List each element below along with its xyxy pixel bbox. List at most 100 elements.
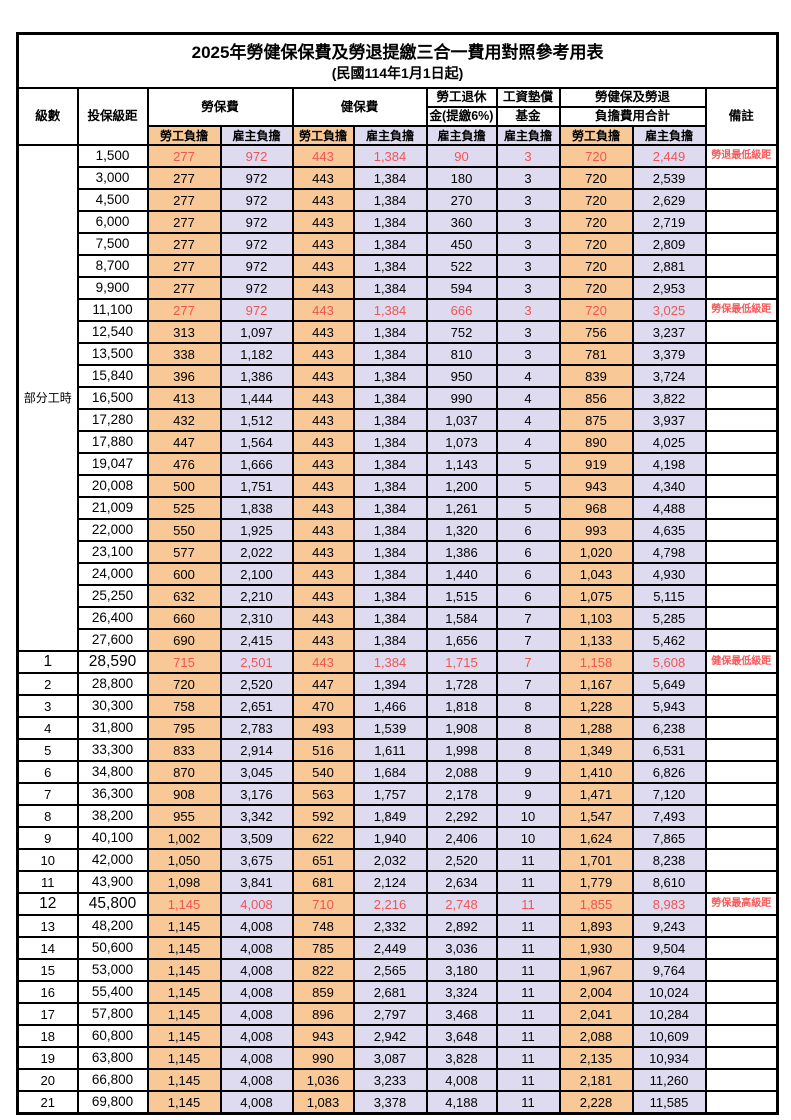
- health-ins-employer-cell: 1,384: [352, 320, 428, 344]
- pension-employer-cell: 3,324: [425, 980, 498, 1004]
- health-ins-employer-cell: 1,384: [352, 474, 428, 498]
- table-row: 6 34,800 870 3,045 540 1,684 2,088 9 1,410 6,826: [16, 760, 779, 784]
- health-ins-employer-cell: 2,797: [352, 1002, 428, 1026]
- health-ins-employee-cell: 443: [291, 650, 355, 674]
- total-employer-cell: 7,120: [631, 782, 707, 806]
- table-row: 13 48,200 1,145 4,008 748 2,332 2,892 11 1,893 9,…: [16, 914, 779, 938]
- subheader-labor-employee: 勞工負擔: [146, 125, 222, 146]
- total-employer-cell: 5,115: [631, 584, 707, 608]
- labor-ins-employer-cell: 972: [219, 166, 294, 190]
- labor-ins-employee-cell: 715: [146, 650, 222, 674]
- subheader-total-employee: 勞工負擔: [558, 125, 634, 146]
- pension-employer-cell: 90: [425, 144, 498, 168]
- bracket-cell: 17,280: [76, 408, 149, 432]
- remark-cell: [704, 1090, 779, 1115]
- labor-ins-employee-cell: 908: [146, 782, 222, 806]
- total-employee-cell: 720: [558, 166, 634, 190]
- table-row: 4,500 277 972 443 1,384 270 3 720 2,629: [18, 188, 779, 212]
- pension-employer-cell: 3,648: [425, 1024, 498, 1048]
- total-employee-cell: 720: [558, 276, 634, 300]
- health-ins-employer-cell: 1,384: [352, 232, 428, 256]
- bracket-cell: 21,009: [76, 496, 149, 520]
- col-header-total-line1: 勞健保及勞退: [558, 87, 707, 108]
- health-ins-employee-cell: 443: [291, 254, 355, 278]
- wage-fund-employer-cell: 3: [495, 276, 561, 300]
- health-ins-employee-cell: 516: [291, 738, 355, 762]
- total-employee-cell: 1,855: [558, 892, 634, 916]
- pension-employer-cell: 1,037: [425, 408, 498, 432]
- wage-fund-employer-cell: 11: [495, 1024, 561, 1048]
- health-ins-employer-cell: 1,384: [352, 496, 428, 520]
- col-header-pension-line1: 勞工退休: [425, 87, 498, 108]
- labor-ins-employer-cell: 972: [219, 144, 294, 168]
- labor-ins-employee-cell: 1,145: [146, 936, 222, 960]
- remark-cell: [704, 452, 779, 476]
- labor-ins-employee-cell: 277: [146, 210, 222, 234]
- labor-ins-employee-cell: 1,098: [146, 870, 222, 894]
- labor-ins-employer-cell: 3,509: [219, 826, 294, 850]
- health-ins-employer-cell: 2,032: [352, 848, 428, 872]
- health-ins-employer-cell: 1,384: [352, 408, 428, 432]
- bracket-cell: 23,100: [76, 540, 149, 564]
- total-employer-cell: 9,764: [631, 958, 707, 982]
- table-row: 7,500 277 972 443 1,384 450 3 720 2,809: [18, 232, 779, 256]
- total-employer-cell: 4,025: [631, 430, 707, 454]
- total-employer-cell: 4,930: [631, 562, 707, 586]
- remark-cell: [704, 826, 779, 850]
- health-ins-employer-cell: 1,849: [352, 804, 428, 828]
- labor-ins-employer-cell: 972: [219, 232, 294, 256]
- bracket-cell: 30,300: [76, 694, 149, 718]
- total-employer-cell: 3,724: [631, 364, 707, 388]
- health-ins-employer-cell: 1,384: [352, 386, 428, 410]
- total-employer-cell: 2,719: [631, 210, 707, 234]
- health-ins-employee-cell: 443: [291, 540, 355, 564]
- total-employee-cell: 756: [558, 320, 634, 344]
- health-ins-employer-cell: 1,384: [352, 210, 428, 234]
- pension-employer-cell: 1,515: [425, 584, 498, 608]
- subheader-health-employee: 勞工負擔: [291, 125, 355, 146]
- pension-employer-cell: 666: [425, 298, 498, 322]
- bracket-cell: 19,047: [76, 452, 149, 476]
- labor-ins-employer-cell: 1,666: [219, 452, 294, 476]
- wage-fund-employer-cell: 9: [495, 760, 561, 784]
- labor-ins-employer-cell: 3,342: [219, 804, 294, 828]
- bracket-cell: 25,250: [76, 584, 149, 608]
- labor-ins-employee-cell: 1,145: [146, 980, 222, 1004]
- pension-employer-cell: 1,386: [425, 540, 498, 564]
- health-ins-employee-cell: 710: [291, 892, 355, 916]
- pension-employer-cell: 4,188: [425, 1090, 498, 1115]
- bracket-cell: 11,100: [76, 298, 149, 322]
- health-ins-employer-cell: 3,378: [352, 1090, 428, 1115]
- table-row: 8 38,200 955 3,342 592 1,849 2,292 10 1,547 7,493: [16, 804, 779, 828]
- remark-cell: [704, 628, 779, 652]
- total-employee-cell: 2,041: [558, 1002, 634, 1026]
- pension-employer-cell: 180: [425, 166, 498, 190]
- health-ins-employer-cell: 1,384: [352, 650, 428, 674]
- table-row: 7 36,300 908 3,176 563 1,757 2,178 9 1,471 7,120: [16, 782, 779, 806]
- labor-ins-employee-cell: 1,050: [146, 848, 222, 872]
- table-row: 6,000 277 972 443 1,384 360 3 720 2,719: [18, 210, 779, 234]
- health-ins-employee-cell: 443: [291, 166, 355, 190]
- wage-fund-employer-cell: 3: [495, 254, 561, 278]
- health-ins-employee-cell: 651: [291, 848, 355, 872]
- health-ins-employer-cell: 1,384: [352, 430, 428, 454]
- labor-ins-employer-cell: 1,564: [219, 430, 294, 454]
- table-row: 12 45,800 1,145 4,008 710 2,216 2,748 11 1,855 8,…: [16, 892, 779, 916]
- pension-employer-cell: 3,036: [425, 936, 498, 960]
- health-ins-employee-cell: 443: [291, 496, 355, 520]
- labor-ins-employer-cell: 4,008: [219, 1090, 294, 1115]
- pension-employer-cell: 1,143: [425, 452, 498, 476]
- remark-cell: [704, 1002, 779, 1026]
- bracket-cell: 53,000: [76, 958, 149, 982]
- total-employee-cell: 720: [558, 144, 634, 168]
- labor-ins-employee-cell: 660: [146, 606, 222, 630]
- pension-employer-cell: 450: [425, 232, 498, 256]
- health-ins-employer-cell: 3,087: [352, 1046, 428, 1070]
- total-employer-cell: 5,649: [631, 672, 707, 696]
- total-employer-cell: 2,449: [631, 144, 707, 168]
- labor-ins-employer-cell: 1,925: [219, 518, 294, 542]
- total-employee-cell: 1,075: [558, 584, 634, 608]
- bracket-cell: 43,900: [76, 870, 149, 894]
- bracket-cell: 1,500: [76, 144, 149, 168]
- health-ins-employee-cell: 681: [291, 870, 355, 894]
